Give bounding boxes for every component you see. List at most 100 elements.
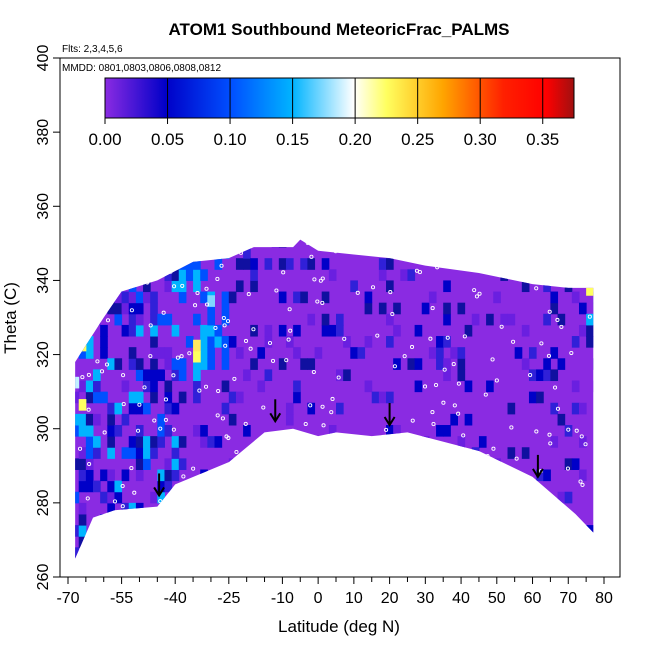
observation-point xyxy=(246,292,251,297)
observation-point xyxy=(402,354,407,359)
heatmap-cell xyxy=(443,313,451,326)
heatmap-cell xyxy=(300,291,308,304)
observation-point xyxy=(456,381,461,386)
heatmap-cell xyxy=(228,239,237,248)
heatmap-cell xyxy=(121,380,130,393)
heatmap-cell xyxy=(343,336,351,348)
heatmap-cell xyxy=(422,558,430,570)
observation-point xyxy=(475,532,480,537)
observation-point xyxy=(236,529,241,534)
heatmap-cell xyxy=(364,291,373,304)
heatmap-cell xyxy=(200,291,208,304)
x-tick-label: -25 xyxy=(217,590,240,607)
x-axis: -70 -55 -40 -25 -10 0 10 20 30 40 50 60 70 80 xyxy=(56,576,613,607)
heatmap-cell xyxy=(78,480,87,493)
heatmap-cell xyxy=(214,436,223,448)
observation-point xyxy=(333,249,338,254)
observation-point xyxy=(129,308,134,313)
observation-point xyxy=(312,277,317,282)
heatmap-cell xyxy=(571,402,580,415)
heatmap-cell xyxy=(107,402,115,415)
observation-point xyxy=(220,416,225,421)
heatmap-cell xyxy=(93,369,101,382)
heatmap-cell xyxy=(143,258,151,270)
heatmap-cell xyxy=(193,513,201,526)
observation-point xyxy=(546,353,552,358)
heatmap-cell xyxy=(378,502,387,515)
observation-point xyxy=(437,441,442,446)
observation-point xyxy=(171,373,176,378)
heatmap-cell xyxy=(264,369,273,382)
heatmap-cell xyxy=(228,291,237,304)
heatmap-cell xyxy=(107,491,115,504)
heatmap-cell xyxy=(171,458,180,470)
x-tick-label: 50 xyxy=(488,590,506,607)
heatmap-cell xyxy=(207,302,216,315)
observation-point xyxy=(580,482,585,487)
heatmap-cell xyxy=(178,436,187,448)
heatmap-cell xyxy=(278,258,287,270)
observation-point xyxy=(422,487,427,493)
y-tick-label: 320 xyxy=(35,341,52,368)
observation-point xyxy=(324,493,329,498)
heatmap-cell xyxy=(550,536,559,548)
heatmap-cell xyxy=(75,291,80,304)
heatmap-cell xyxy=(185,258,194,270)
heatmap-cell xyxy=(178,369,187,382)
heatmap-cell xyxy=(193,350,201,363)
heatmap-cell xyxy=(550,547,559,559)
observation-point xyxy=(119,276,124,282)
heatmap-cell xyxy=(328,525,337,537)
heatmap-cell xyxy=(307,258,316,270)
heatmap-cell xyxy=(78,380,87,393)
x-tick-label: -10 xyxy=(271,590,294,607)
observation-point xyxy=(305,240,310,246)
heatmap-cell xyxy=(93,447,101,459)
observation-point xyxy=(493,549,498,554)
heatmap-cell xyxy=(457,436,466,448)
heatmap-cell xyxy=(78,269,87,281)
heatmap-cell xyxy=(128,358,137,370)
heatmap-cell xyxy=(85,547,94,559)
heatmap-cell xyxy=(450,239,458,248)
heatmap-cell xyxy=(378,391,387,404)
heatmap-cell xyxy=(78,280,87,293)
observation-point xyxy=(222,323,227,328)
observation-point xyxy=(539,341,544,346)
y-tick-label: 280 xyxy=(35,489,52,516)
heatmap-cell xyxy=(378,480,387,493)
observation-point xyxy=(234,449,239,455)
heatmap-cell xyxy=(128,513,137,526)
observation-point xyxy=(509,425,514,430)
observation-point xyxy=(326,543,331,548)
heatmap-cell xyxy=(78,339,87,352)
heatmap-cell xyxy=(114,480,123,493)
heatmap-cell xyxy=(193,547,201,559)
heatmap-cell xyxy=(221,380,230,393)
observation-point xyxy=(384,427,389,432)
dates-annotation: MMDD: 0801,0803,0806,0808,0812 xyxy=(62,63,221,74)
heatmap-cell xyxy=(221,402,230,415)
heatmap-cell xyxy=(421,247,430,259)
heatmap-cell xyxy=(100,547,108,559)
heatmap-cell xyxy=(200,469,208,482)
observation-point xyxy=(474,294,479,299)
heatmap-cell xyxy=(228,547,237,559)
heatmap-cell xyxy=(557,313,566,326)
heatmap-cell xyxy=(135,358,144,370)
x-tick-label: 20 xyxy=(381,590,399,607)
heatmap-cell xyxy=(471,458,480,470)
heatmap-cell xyxy=(128,324,137,337)
observation-point xyxy=(146,239,151,244)
observation-point xyxy=(199,542,204,547)
heatmap-cell xyxy=(114,239,123,248)
observation-point xyxy=(469,456,474,461)
heatmap-cell xyxy=(528,391,537,404)
heatmap-cell xyxy=(571,258,580,270)
observation-point xyxy=(309,254,314,259)
observation-point xyxy=(182,546,188,551)
heatmap-cell xyxy=(128,391,137,404)
heatmap-cell xyxy=(343,369,351,382)
x-tick-label: -70 xyxy=(56,590,79,607)
observation-point xyxy=(364,502,369,508)
